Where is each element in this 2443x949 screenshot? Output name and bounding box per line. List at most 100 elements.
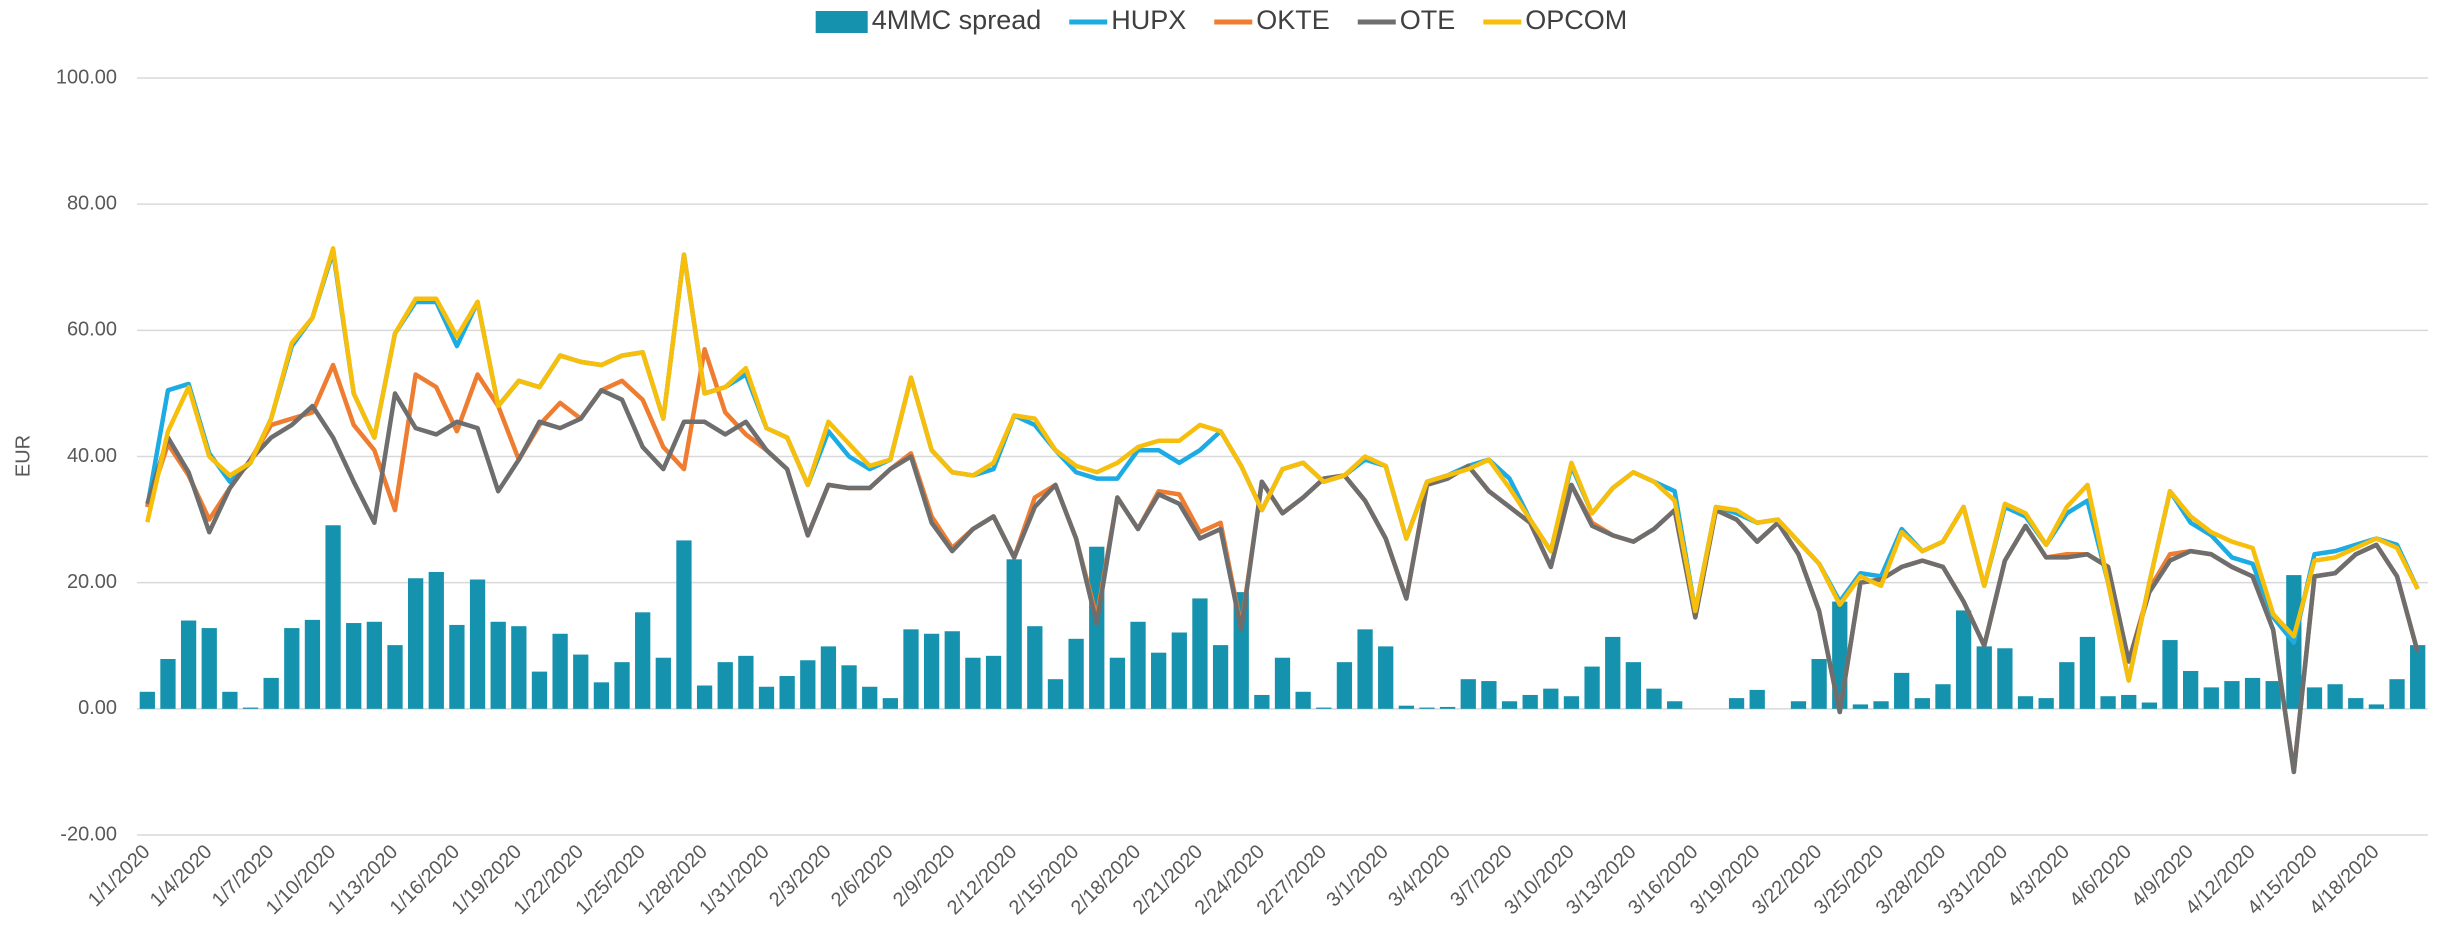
- bar: [2348, 698, 2364, 709]
- bar: [1584, 666, 1600, 709]
- bar: [2121, 694, 2137, 709]
- bar: [1109, 657, 1126, 709]
- bar: [2368, 704, 2385, 709]
- bar: [2038, 698, 2054, 709]
- bar: [573, 654, 589, 709]
- lines: [145, 246, 2420, 775]
- bar: [2141, 702, 2158, 709]
- bar: [1667, 701, 1683, 709]
- bar: [1481, 681, 1497, 709]
- bar: [325, 525, 341, 709]
- bar: [1955, 610, 1972, 709]
- bar: [1522, 694, 1538, 709]
- bar: [1378, 646, 1394, 709]
- bar: [923, 633, 940, 709]
- bar: [1914, 698, 1930, 709]
- bar: [2059, 662, 2075, 709]
- bar: [635, 612, 651, 709]
- bar: [944, 631, 960, 709]
- bar: [1357, 629, 1373, 709]
- bar: [1089, 546, 1105, 709]
- legend-swatch: [815, 11, 868, 33]
- bar: [1047, 679, 1064, 709]
- bar: [862, 686, 878, 709]
- x-tick-label: 2/3/2020: [765, 841, 836, 912]
- bar: [2100, 696, 2116, 709]
- bar: [201, 628, 217, 709]
- bar: [346, 623, 362, 709]
- bar: [1873, 701, 1889, 709]
- bar: [1212, 645, 1229, 709]
- bar: [1336, 662, 1353, 709]
- bar: [1852, 704, 1869, 709]
- legend-label: 4MMC spread: [872, 5, 1042, 35]
- bar: [490, 621, 506, 709]
- bar: [1006, 559, 1022, 709]
- y-axis-label: EUR: [12, 435, 34, 477]
- bar: [2079, 636, 2096, 709]
- bar: [1997, 648, 2013, 709]
- bar: [1728, 698, 1745, 709]
- bar: [222, 691, 238, 709]
- bar: [160, 658, 176, 709]
- bar: [2224, 681, 2240, 709]
- bar: [717, 662, 733, 709]
- y-tick-label: 80.00: [67, 192, 117, 214]
- legend-item: OKTE: [1214, 5, 1330, 35]
- y-tick-label: 40.00: [67, 445, 117, 467]
- bar: [469, 579, 486, 709]
- bar: [758, 686, 775, 709]
- bar: [304, 619, 321, 709]
- x-tick-label: 1/1/2020: [84, 841, 155, 912]
- bar: [1543, 688, 1559, 709]
- bar: [428, 571, 444, 709]
- y-tick-label: 20.00: [67, 571, 117, 593]
- bar: [1605, 636, 1621, 709]
- bar: [1646, 688, 1662, 709]
- bar: [242, 707, 259, 709]
- legend-item: OTE: [1357, 5, 1455, 35]
- line-series: [145, 246, 2420, 683]
- bar: [449, 624, 465, 709]
- bar: [1790, 701, 1807, 709]
- x-tick-label: 2/6/2020: [827, 841, 898, 912]
- bar: [2265, 681, 2281, 709]
- bar: [1976, 646, 1992, 709]
- bar: [1460, 679, 1476, 709]
- bar: [1295, 691, 1311, 709]
- x-tick-label: 4/6/2020: [2065, 841, 2136, 912]
- line-series: [145, 388, 2420, 775]
- y-tick-label: -20.00: [60, 823, 117, 845]
- bar: [366, 621, 382, 709]
- bar: [1192, 598, 1208, 709]
- bar: [800, 660, 816, 709]
- bar: [387, 645, 403, 709]
- bar: [1398, 705, 1414, 709]
- bar: [1439, 706, 1456, 709]
- bar: [1811, 658, 1827, 709]
- bar: [738, 655, 754, 709]
- bar: [2203, 687, 2219, 709]
- bar: [1274, 657, 1291, 709]
- bar: [2306, 687, 2323, 709]
- bar: [1894, 672, 1910, 709]
- bar: [1254, 694, 1270, 709]
- bar: [903, 629, 919, 709]
- bar: [841, 665, 857, 709]
- bar: [1151, 652, 1167, 709]
- x-tick-label: 3/4/2020: [1384, 841, 1455, 912]
- bar: [2410, 645, 2426, 709]
- bar: [263, 677, 279, 709]
- bar: [965, 657, 981, 709]
- x-tick-label: 1/4/2020: [146, 841, 217, 912]
- bar: [2389, 679, 2405, 709]
- bar: [2017, 696, 2034, 709]
- x-tick-label: 3/1/2020: [1322, 841, 1393, 912]
- y-tick-label: 60.00: [67, 319, 117, 341]
- bar: [2162, 640, 2178, 709]
- legend-item: 4MMC spread: [815, 5, 1042, 35]
- legend-label: OKTE: [1256, 5, 1330, 35]
- bar: [1068, 638, 1084, 709]
- bar: [676, 540, 692, 709]
- bar: [1935, 684, 1951, 709]
